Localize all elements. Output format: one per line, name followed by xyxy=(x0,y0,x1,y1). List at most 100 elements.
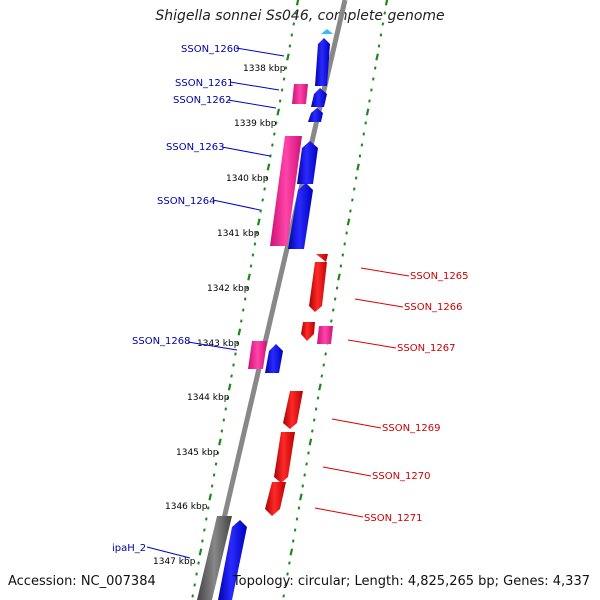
track-tick xyxy=(284,66,288,70)
track-tick xyxy=(273,132,276,136)
track-tick xyxy=(305,462,308,466)
gene-label-SSON_1262[interactable]: SSON_1262 xyxy=(173,95,232,106)
track-tick xyxy=(351,198,354,202)
track-tick xyxy=(345,231,348,235)
track-tick xyxy=(349,209,352,213)
leader-line xyxy=(322,466,372,477)
track-tick xyxy=(301,484,305,488)
gene-label-SSON_1264[interactable]: SSON_1264 xyxy=(157,196,216,207)
leader-line xyxy=(235,47,285,57)
track-tick xyxy=(259,209,263,213)
track-tick xyxy=(237,328,242,336)
feature-magenta-1261 xyxy=(292,84,308,104)
genome-title: Shigella sonnei Ss046, complete genome xyxy=(155,8,445,24)
gene-SSON_1269[interactable] xyxy=(283,391,303,429)
track-tick xyxy=(249,264,253,268)
gene-label-SSON_1263[interactable]: SSON_1263 xyxy=(166,142,225,153)
gene-label-SSON_1269[interactable]: SSON_1269 xyxy=(382,423,441,434)
track-tick xyxy=(286,53,290,61)
leader-line xyxy=(146,546,191,559)
track-tick xyxy=(310,429,314,433)
kbp-tick-label: 1342 kbp xyxy=(207,284,250,294)
track-tick xyxy=(282,594,285,598)
kbp-tick-label: 1340 kbp xyxy=(226,174,269,184)
gene-SSON_1265[interactable] xyxy=(309,254,328,312)
track-tick xyxy=(203,528,206,532)
track-tick xyxy=(360,143,364,147)
gene-SSON_1263[interactable] xyxy=(297,141,318,184)
gene-label-ipaH_2[interactable]: ipaH_2 xyxy=(112,543,146,554)
track-tick xyxy=(274,121,278,125)
track-tick xyxy=(381,22,385,26)
track-tick xyxy=(222,418,226,422)
track-tick xyxy=(316,396,320,400)
gene-label-SSON_1268[interactable]: SSON_1268 xyxy=(132,336,191,347)
track-tick xyxy=(341,253,345,257)
right-gene-labels: SSON_1265 SSON_1266 SSON_1267 SSON_1269 … xyxy=(314,267,469,524)
gene-SSON_1260[interactable] xyxy=(315,38,330,86)
track-tick xyxy=(191,594,195,598)
track-tick xyxy=(220,429,224,433)
gene-label-SSON_1265[interactable]: SSON_1265 xyxy=(410,271,469,282)
gene-SSON_1268[interactable] xyxy=(265,344,283,373)
gene-SSON_1270[interactable] xyxy=(274,432,295,483)
leader-line xyxy=(212,199,261,211)
gene-label-SSON_1260[interactable]: SSON_1260 xyxy=(181,44,240,55)
track-tick xyxy=(314,407,318,411)
left-gene-labels: SSON_1260 SSON_1261 SSON_1262 SSON_1263 … xyxy=(112,44,285,559)
gene-label-SSON_1261[interactable]: SSON_1261 xyxy=(175,78,234,89)
track-tick xyxy=(253,242,257,246)
kbp-tick-label: 1338 kbp xyxy=(243,64,286,74)
track-tick xyxy=(239,319,243,323)
track-tick xyxy=(288,561,291,565)
feature-magenta-1263 xyxy=(270,136,302,246)
track-tick xyxy=(286,572,289,576)
leader-line xyxy=(347,339,397,349)
gene-SSON_1264[interactable] xyxy=(288,183,313,249)
track-tick xyxy=(295,0,300,6)
track-tick xyxy=(291,539,295,543)
track-tick xyxy=(271,143,274,147)
track-tick xyxy=(265,176,268,180)
track-tick xyxy=(330,319,333,323)
leader-line xyxy=(187,341,238,351)
leader-line xyxy=(314,507,364,518)
feature-magenta-1267 xyxy=(317,326,333,344)
track-tick xyxy=(293,528,297,532)
track-tick xyxy=(261,198,264,202)
gene-label-SSON_1271[interactable]: SSON_1271 xyxy=(364,513,423,524)
gene-ipaH_2[interactable] xyxy=(218,520,247,600)
gene-SSON_1262[interactable] xyxy=(308,108,323,122)
track-tick xyxy=(243,297,247,301)
track-tick xyxy=(320,374,324,378)
track-tick xyxy=(251,253,255,257)
gene-label-SSON_1266[interactable]: SSON_1266 xyxy=(404,302,463,313)
left-tick-track xyxy=(191,0,300,598)
feature-gray-ipaH xyxy=(197,516,232,600)
gene-SSON_1271[interactable] xyxy=(265,482,286,516)
track-tick xyxy=(247,273,251,281)
track-tick xyxy=(318,383,322,391)
kbp-tick-label: 1346 kbp xyxy=(165,502,208,512)
track-tick xyxy=(346,218,351,226)
kbp-tick-label: 1339 kbp xyxy=(234,119,277,129)
track-tick xyxy=(232,363,235,367)
leader-line xyxy=(360,267,410,277)
gene-SSON_1266-1267[interactable] xyxy=(301,322,315,341)
track-tick xyxy=(375,53,379,61)
gene-label-SSON_1270[interactable]: SSON_1270 xyxy=(372,471,431,482)
track-tick xyxy=(299,493,303,501)
gene-SSON_1261[interactable] xyxy=(311,88,327,107)
track-tick xyxy=(354,176,358,180)
top-feature-cap xyxy=(321,29,333,34)
accession-label: Accession: NC_007384 xyxy=(8,574,156,589)
track-tick xyxy=(288,44,292,48)
track-tick xyxy=(377,44,381,48)
gene-label-SSON_1267[interactable]: SSON_1267 xyxy=(397,343,456,354)
kbp-tick-label: 1341 kbp xyxy=(217,229,260,239)
track-tick xyxy=(352,187,356,191)
track-tick xyxy=(195,572,198,576)
track-tick xyxy=(197,561,200,565)
